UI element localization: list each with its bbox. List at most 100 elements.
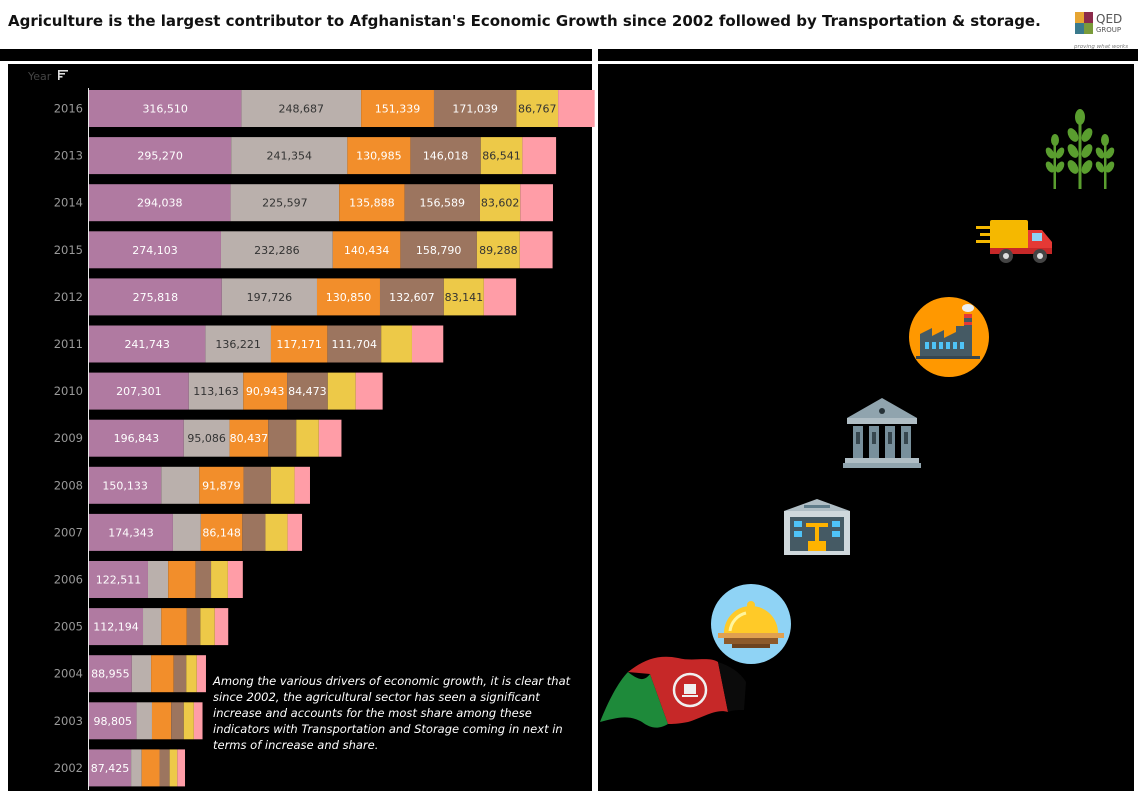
- bar-segment-public-admin[interactable]: [379, 278, 444, 316]
- bar-segment-transportation[interactable]: [131, 749, 142, 787]
- bar-segment-public-admin[interactable]: [410, 137, 481, 175]
- bar-segment-public-admin[interactable]: [327, 325, 382, 363]
- bar-segment-accommodation[interactable]: [214, 608, 229, 646]
- bar-segment-transportation[interactable]: [205, 325, 271, 363]
- bar-segment-public-admin[interactable]: [171, 702, 184, 740]
- bar-segment-transportation[interactable]: [221, 278, 317, 316]
- bar-segment-accommodation[interactable]: [520, 184, 553, 222]
- bar-segment-public-admin[interactable]: [159, 749, 170, 787]
- bar-segment-accommodation[interactable]: [294, 466, 310, 504]
- bar-segment-accommodation[interactable]: [519, 231, 553, 269]
- bar-segment-construction[interactable]: [211, 561, 228, 598]
- bar-segment-construction[interactable]: [270, 466, 295, 504]
- bar-segment-agriculture[interactable]: [89, 513, 173, 551]
- bar-segment-public-admin[interactable]: [287, 372, 328, 410]
- bar-value-label: 171,039: [452, 103, 498, 116]
- bar-segment-agriculture[interactable]: [89, 561, 148, 598]
- bar-value-label: 83,602: [481, 197, 520, 210]
- bar-segment-manufacturing[interactable]: [168, 561, 196, 598]
- bar-segment-construction[interactable]: [169, 749, 178, 787]
- bar-segment-construction[interactable]: [200, 608, 215, 646]
- bar-segment-manufacturing[interactable]: [141, 749, 160, 787]
- bar-segment-construction[interactable]: [381, 325, 412, 363]
- bar-segment-construction[interactable]: [516, 90, 559, 127]
- bar-segment-manufacturing[interactable]: [361, 90, 434, 127]
- bar-segment-agriculture[interactable]: [89, 419, 184, 457]
- bar-segment-agriculture[interactable]: [89, 90, 242, 127]
- bar-segment-accommodation[interactable]: [287, 513, 303, 551]
- bar-segment-construction[interactable]: [186, 655, 197, 693]
- bar-segment-manufacturing[interactable]: [347, 137, 411, 175]
- bar-segment-transportation[interactable]: [188, 372, 244, 410]
- bar-segment-agriculture[interactable]: [89, 184, 231, 222]
- bar-segment-agriculture[interactable]: [89, 137, 232, 175]
- bar-segment-construction[interactable]: [443, 278, 484, 316]
- bar-segment-agriculture[interactable]: [89, 278, 222, 316]
- bar-segment-public-admin[interactable]: [433, 90, 517, 127]
- bar-segment-public-admin[interactable]: [242, 513, 266, 551]
- bar-segment-manufacturing[interactable]: [199, 466, 244, 504]
- bar-segment-public-admin[interactable]: [268, 419, 297, 457]
- bar-segment-accommodation[interactable]: [558, 90, 595, 127]
- bar-segment-public-admin[interactable]: [195, 561, 212, 598]
- bar-segment-manufacturing[interactable]: [243, 372, 288, 410]
- bar-segment-public-admin[interactable]: [400, 231, 477, 269]
- bar-segment-manufacturing[interactable]: [200, 513, 243, 551]
- bar-segment-transportation[interactable]: [147, 561, 169, 598]
- bar-segment-transportation[interactable]: [143, 608, 162, 646]
- bar-segment-construction[interactable]: [327, 372, 356, 410]
- bar-value-label: 83,141: [445, 291, 484, 304]
- bar-segment-accommodation[interactable]: [483, 278, 517, 316]
- bar-segment-transportation[interactable]: [161, 466, 200, 504]
- bar-segment-manufacturing[interactable]: [270, 325, 328, 363]
- bar-segment-agriculture[interactable]: [89, 466, 162, 504]
- bar-segment-manufacturing[interactable]: [151, 702, 172, 740]
- bar-segment-construction[interactable]: [479, 184, 521, 222]
- bar-segment-manufacturing[interactable]: [151, 655, 174, 693]
- bar-segment-agriculture[interactable]: [89, 231, 221, 269]
- bar-segment-transportation[interactable]: [131, 655, 152, 693]
- bar-segment-accommodation[interactable]: [411, 325, 444, 363]
- bar-segment-accommodation[interactable]: [177, 749, 186, 787]
- bar-segment-accommodation[interactable]: [318, 419, 342, 457]
- bar-segment-manufacturing[interactable]: [229, 419, 269, 457]
- bar-segment-accommodation[interactable]: [355, 372, 383, 410]
- bar-segment-public-admin[interactable]: [404, 184, 480, 222]
- bar-value-label: 207,301: [116, 385, 162, 398]
- bar-segment-public-admin[interactable]: [173, 655, 187, 693]
- bar-segment-accommodation[interactable]: [227, 561, 243, 598]
- bar-segment-transportation[interactable]: [136, 702, 152, 740]
- qed-logo-icon: [1075, 12, 1093, 34]
- bar-segment-transportation[interactable]: [183, 419, 230, 457]
- bar-segment-public-admin[interactable]: [243, 466, 271, 504]
- bar-segment-construction[interactable]: [476, 231, 520, 269]
- bar-segment-accommodation[interactable]: [522, 137, 557, 175]
- bar-segment-construction[interactable]: [183, 702, 194, 740]
- bar-value-label: 91,879: [202, 479, 241, 492]
- bar-segment-transportation[interactable]: [172, 513, 201, 551]
- header-separator: [0, 61, 1138, 64]
- bar-segment-transportation[interactable]: [220, 231, 333, 269]
- bar-segment-construction[interactable]: [296, 419, 319, 457]
- bar-value-label: 241,743: [124, 338, 170, 351]
- bar-segment-agriculture[interactable]: [89, 372, 189, 410]
- bar-segment-agriculture[interactable]: [89, 608, 144, 646]
- bar-segment-manufacturing[interactable]: [339, 184, 405, 222]
- bar-segment-transportation[interactable]: [230, 184, 340, 222]
- bar-segment-construction[interactable]: [480, 137, 523, 175]
- bar-segment-accommodation[interactable]: [193, 702, 203, 740]
- bar-segment-agriculture[interactable]: [89, 749, 132, 787]
- bar-segment-manufacturing[interactable]: [316, 278, 380, 316]
- year-column-header[interactable]: Year: [28, 70, 52, 83]
- bar-segment-agriculture[interactable]: [89, 655, 132, 693]
- bar-segment-public-admin[interactable]: [186, 608, 201, 646]
- bar-segment-transportation[interactable]: [241, 90, 362, 127]
- bar-segment-manufacturing[interactable]: [161, 608, 187, 646]
- bar-segment-agriculture[interactable]: [89, 702, 137, 740]
- bar-segment-construction[interactable]: [265, 513, 288, 551]
- bar-segment-transportation[interactable]: [231, 137, 348, 175]
- bar-segment-manufacturing[interactable]: [332, 231, 401, 269]
- bar-segment-accommodation[interactable]: [196, 655, 206, 693]
- bar-segment-agriculture[interactable]: [89, 325, 206, 363]
- sort-icon[interactable]: [57, 69, 69, 81]
